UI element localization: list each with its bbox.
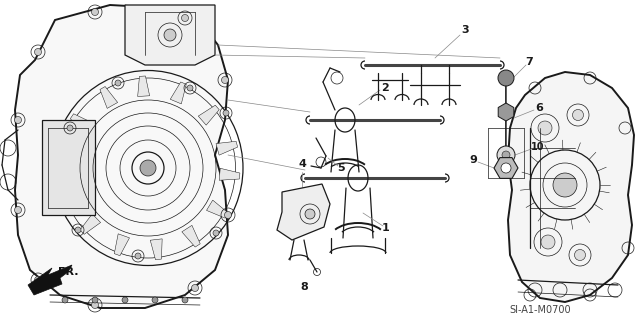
Circle shape <box>92 301 99 308</box>
Polygon shape <box>56 152 77 164</box>
Circle shape <box>501 163 511 173</box>
Text: 1: 1 <box>382 223 390 233</box>
Polygon shape <box>508 72 634 302</box>
Polygon shape <box>125 5 215 65</box>
Polygon shape <box>216 141 237 155</box>
Text: SI-A1-M0700: SI-A1-M0700 <box>509 305 571 315</box>
Polygon shape <box>207 200 228 218</box>
Circle shape <box>225 211 232 219</box>
Text: 2: 2 <box>381 83 389 93</box>
Circle shape <box>35 48 42 56</box>
Circle shape <box>92 297 98 303</box>
Polygon shape <box>28 265 72 295</box>
Text: 4: 4 <box>298 159 306 169</box>
Polygon shape <box>115 234 129 256</box>
Circle shape <box>75 227 81 233</box>
Circle shape <box>497 146 515 164</box>
Circle shape <box>573 109 584 121</box>
Polygon shape <box>80 214 100 234</box>
Text: 3: 3 <box>461 25 469 35</box>
Circle shape <box>223 110 229 116</box>
Text: 10: 10 <box>531 142 545 152</box>
Circle shape <box>164 29 176 41</box>
Polygon shape <box>42 120 95 215</box>
Text: FR.: FR. <box>58 267 79 277</box>
Polygon shape <box>15 5 228 308</box>
Text: 9: 9 <box>469 155 477 165</box>
Circle shape <box>498 70 514 86</box>
Circle shape <box>92 9 99 16</box>
Circle shape <box>15 206 22 213</box>
Polygon shape <box>70 114 92 132</box>
Polygon shape <box>150 239 162 260</box>
Polygon shape <box>138 76 150 96</box>
Text: 8: 8 <box>300 282 308 292</box>
Circle shape <box>502 151 510 159</box>
Circle shape <box>541 235 555 249</box>
Circle shape <box>191 285 198 292</box>
Polygon shape <box>182 225 200 247</box>
Circle shape <box>305 209 315 219</box>
Circle shape <box>213 230 219 236</box>
Circle shape <box>15 116 22 123</box>
Circle shape <box>538 121 552 135</box>
Circle shape <box>67 125 73 131</box>
Circle shape <box>221 77 228 84</box>
Circle shape <box>182 14 189 21</box>
Polygon shape <box>60 185 81 199</box>
Circle shape <box>182 297 188 303</box>
Circle shape <box>152 297 158 303</box>
Polygon shape <box>170 82 186 104</box>
Circle shape <box>35 277 42 284</box>
Circle shape <box>553 173 577 197</box>
Polygon shape <box>277 184 330 240</box>
Circle shape <box>187 85 193 91</box>
Polygon shape <box>198 105 220 125</box>
Circle shape <box>122 297 128 303</box>
Polygon shape <box>220 168 240 180</box>
Circle shape <box>135 253 141 259</box>
Circle shape <box>140 160 156 176</box>
Circle shape <box>62 297 68 303</box>
Circle shape <box>115 80 121 86</box>
Text: 7: 7 <box>525 57 533 67</box>
Circle shape <box>575 249 586 261</box>
Polygon shape <box>100 86 118 108</box>
Text: 6: 6 <box>535 103 543 113</box>
Text: 5: 5 <box>337 163 345 173</box>
